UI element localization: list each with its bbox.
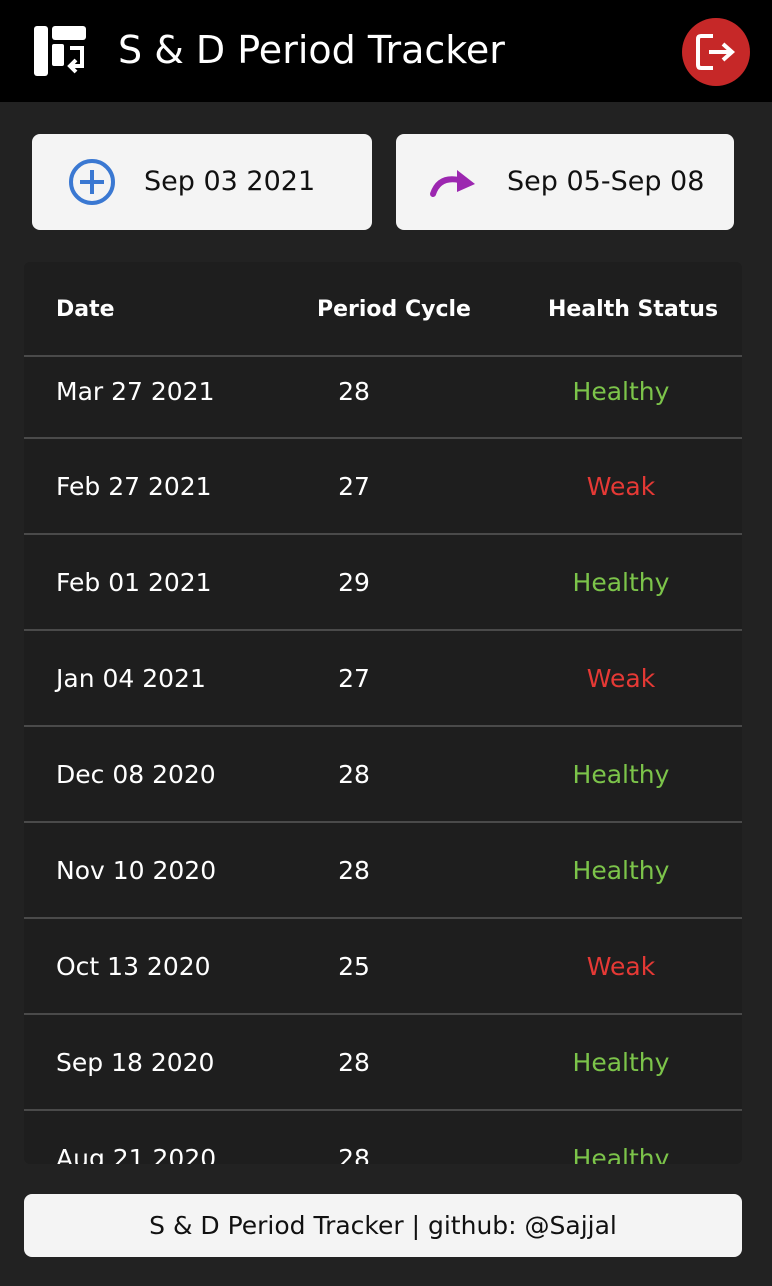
table-row[interactable]: Feb 01 2021 29 Healthy	[24, 535, 742, 631]
column-header-health-status: Health Status	[548, 297, 719, 322]
cell-period-cycle: 28	[338, 760, 370, 789]
cell-period-cycle: 27	[338, 472, 370, 501]
logout-button[interactable]	[682, 18, 750, 86]
redo-arrow-icon	[430, 170, 475, 197]
cell-date: Mar 27 2021	[56, 377, 215, 406]
cell-health-status: Healthy	[572, 856, 670, 885]
table-row[interactable]: Dec 08 2020 28 Healthy	[24, 727, 742, 823]
cell-date: Aug 21 2020	[56, 1144, 217, 1164]
column-header-period-cycle: Period Cycle	[317, 297, 471, 322]
period-history-table[interactable]: Date Period Cycle Health Status Mar 27 2…	[24, 262, 742, 1164]
cell-period-cycle: 28	[338, 1048, 370, 1077]
add-circle-icon	[69, 159, 115, 205]
cell-period-cycle: 28	[338, 1144, 370, 1164]
table-row[interactable]: Mar 27 2021 28 Healthy	[24, 357, 742, 439]
cell-date: Nov 10 2020	[56, 856, 217, 885]
app-title: S & D Period Tracker	[118, 28, 505, 72]
cell-period-cycle: 27	[338, 664, 370, 693]
table-row[interactable]: Sep 18 2020 28 Healthy	[24, 1015, 742, 1111]
cell-health-status: Healthy	[572, 1048, 670, 1077]
cell-date: Feb 01 2021	[56, 568, 212, 597]
table-row[interactable]: Feb 27 2021 27 Weak	[24, 439, 742, 535]
table-header: Date Period Cycle Health Status	[24, 262, 742, 357]
next-period-range: Sep 05-Sep 08	[507, 166, 705, 197]
cell-health-status: Weak	[586, 664, 656, 693]
cell-date: Dec 08 2020	[56, 760, 216, 789]
cell-period-cycle: 25	[338, 952, 370, 981]
cell-period-cycle: 28	[338, 856, 370, 885]
cell-health-status: Healthy	[572, 568, 670, 597]
cell-date: Feb 27 2021	[56, 472, 212, 501]
app-bar: S & D Period Tracker	[0, 0, 772, 102]
cell-date: Sep 18 2020	[56, 1048, 215, 1077]
add-period-button[interactable]: Sep 03 2021	[32, 134, 372, 230]
app-logo-icon	[34, 26, 86, 76]
cell-date: Oct 13 2020	[56, 952, 211, 981]
cell-health-status: Weak	[586, 952, 656, 981]
footer: S & D Period Tracker | github: @Sajjal	[24, 1194, 742, 1257]
column-header-date: Date	[56, 297, 115, 322]
cell-health-status: Healthy	[572, 377, 670, 406]
cell-date: Jan 04 2021	[56, 664, 206, 693]
next-period-button[interactable]: Sep 05-Sep 08	[396, 134, 734, 230]
table-body: Mar 27 2021 28 Healthy Feb 27 2021 27 Weak Feb…	[24, 357, 742, 1164]
cell-health-status: Healthy	[572, 1144, 670, 1164]
cell-period-cycle: 28	[338, 377, 370, 406]
table-row[interactable]: Jan 04 2021 27 Weak	[24, 631, 742, 727]
table-row[interactable]: Aug 21 2020 28 Healthy	[24, 1111, 742, 1164]
add-period-date: Sep 03 2021	[144, 166, 316, 197]
cell-period-cycle: 29	[338, 568, 370, 597]
logout-icon	[696, 34, 736, 70]
table-row[interactable]: Nov 10 2020 28 Healthy	[24, 823, 742, 919]
cell-health-status: Healthy	[572, 760, 670, 789]
table-row[interactable]: Oct 13 2020 25 Weak	[24, 919, 742, 1015]
cell-health-status: Weak	[586, 472, 656, 501]
